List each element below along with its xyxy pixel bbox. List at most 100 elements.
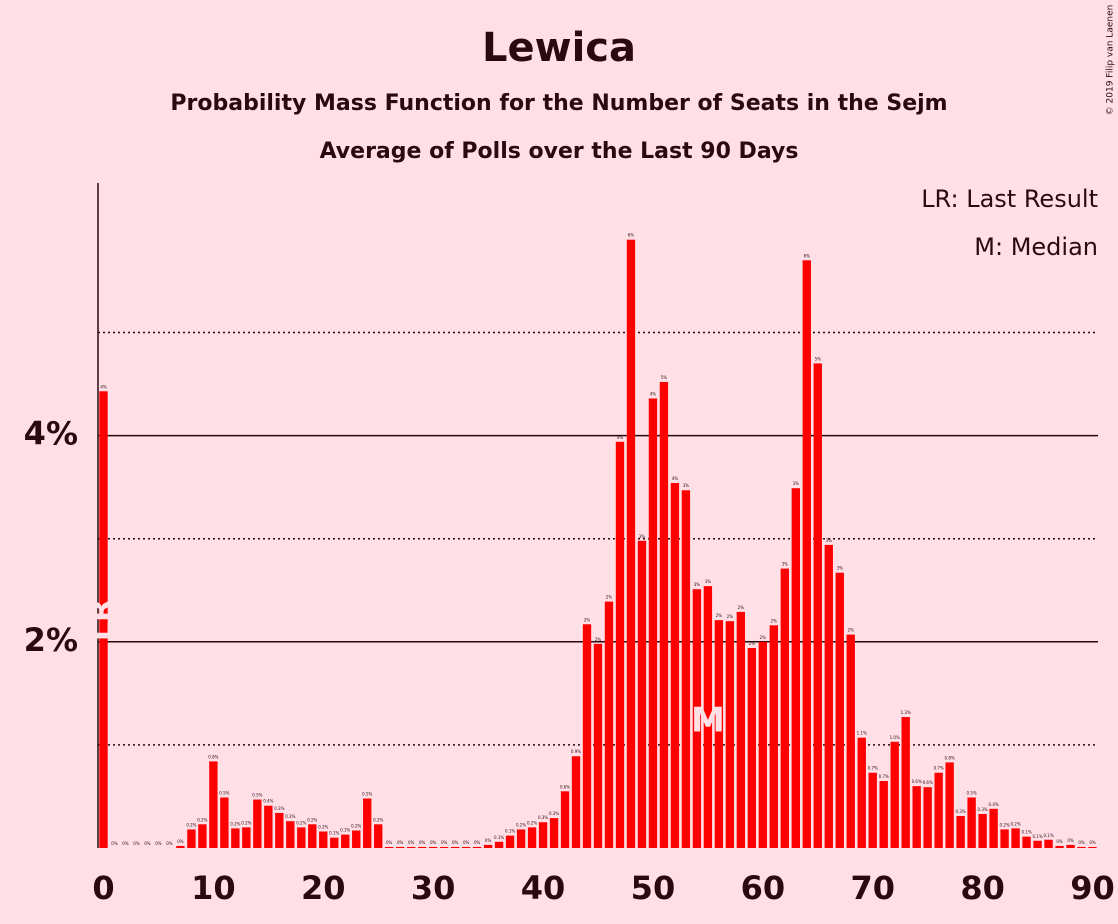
value-label: 0.2%: [186, 822, 196, 827]
bar: [857, 737, 866, 848]
bar: [802, 260, 811, 849]
value-label: 4%: [650, 391, 657, 396]
bar: [868, 772, 877, 848]
chart-subtitle: Probability Mass Function for the Number…: [170, 91, 947, 116]
bar: [549, 818, 559, 848]
value-label: 0.8%: [945, 755, 955, 760]
bar: [418, 846, 427, 848]
median-marker: M: [691, 701, 725, 741]
bar: [813, 363, 822, 848]
value-label: 2%: [738, 605, 745, 610]
bar: [989, 808, 998, 848]
value-label: 0.3%: [274, 806, 284, 811]
value-label: 0.2%: [516, 822, 526, 827]
value-label: 3%: [793, 481, 800, 486]
bar: [264, 805, 273, 848]
value-label: 2%: [606, 595, 613, 600]
bar: [1055, 845, 1064, 848]
bar: [352, 830, 361, 848]
bar: [209, 761, 218, 848]
x-tick-label: 20: [301, 869, 346, 907]
value-label: 2%: [595, 637, 602, 642]
x-tick-label: 10: [191, 869, 236, 907]
bar: [703, 586, 713, 848]
x-tick-label: 50: [631, 869, 676, 907]
bar: [396, 846, 405, 848]
value-label: 0.6%: [923, 780, 933, 785]
value-label: 3%: [782, 562, 789, 567]
x-tick-label: 40: [521, 869, 566, 907]
bar: [99, 391, 108, 848]
value-label: 0.3%: [956, 809, 966, 814]
legend-entry: M: Median: [974, 233, 1098, 261]
value-label: 0.3%: [978, 807, 988, 812]
bar: [286, 821, 295, 848]
value-label: 0%: [463, 840, 470, 845]
value-label: 0%: [144, 841, 151, 846]
bar: [901, 717, 910, 848]
value-label: 2%: [848, 628, 855, 633]
value-label: 0%: [1078, 840, 1085, 845]
bar: [967, 797, 976, 848]
bar: [407, 846, 416, 848]
value-label: 0%: [408, 840, 415, 845]
bar: [428, 846, 438, 848]
bar: [538, 822, 548, 848]
value-label: 1.1%: [857, 731, 867, 736]
bar: [747, 647, 757, 848]
value-label: 0%: [111, 841, 118, 846]
value-label: 0%: [177, 839, 184, 844]
value-label: 3%: [683, 483, 690, 488]
value-label: 0.2%: [296, 820, 306, 825]
bar: [692, 589, 702, 848]
value-label: 1.3%: [901, 710, 911, 715]
bar: [945, 762, 954, 848]
bar: [615, 441, 625, 848]
bar: [659, 381, 669, 848]
value-label: 0.5%: [219, 790, 229, 795]
bar: [319, 831, 328, 848]
bar: [758, 641, 768, 848]
value-label: 0%: [166, 841, 173, 846]
bar: [879, 780, 888, 848]
bar: [461, 846, 471, 848]
bar: [714, 620, 724, 848]
value-label: 0.2%: [307, 817, 317, 822]
value-label: 0.4%: [263, 799, 273, 804]
bar: [560, 791, 570, 848]
bar: [1044, 839, 1053, 848]
bar: [923, 787, 932, 848]
value-label: 0.2%: [373, 817, 383, 822]
value-label: 0.1%: [494, 835, 504, 840]
value-label: 0%: [430, 840, 437, 845]
value-label: 0.6%: [560, 784, 570, 789]
value-label: 0%: [155, 841, 162, 846]
value-label: 2%: [749, 641, 756, 646]
value-label: 0.2%: [1010, 821, 1020, 826]
value-label: 0%: [1089, 840, 1096, 845]
value-label: 0.1%: [1032, 834, 1042, 839]
value-label: 6%: [628, 233, 635, 238]
chart-title: Lewica: [482, 25, 636, 71]
y-tick-label: 4%: [24, 415, 78, 453]
value-label: 0.1%: [1021, 830, 1031, 835]
bar: [494, 841, 504, 848]
bar: [604, 601, 614, 848]
bar: [308, 824, 317, 848]
value-label: 0.2%: [197, 817, 207, 822]
value-label: 0%: [397, 840, 404, 845]
value-label: 0.5%: [252, 793, 262, 798]
value-label: 4%: [617, 435, 624, 440]
copyright: © 2019 Filip van Laenen: [1106, 5, 1116, 116]
value-label: 0.1%: [505, 829, 515, 834]
value-label: 0.2%: [1000, 822, 1010, 827]
value-label: 0.7%: [934, 766, 944, 771]
value-label: 0.9%: [571, 749, 581, 754]
value-label: 1.0%: [890, 735, 900, 740]
bar: [187, 829, 196, 848]
value-label: 0%: [441, 840, 448, 845]
bar: [1011, 828, 1020, 848]
x-tick-label: 60: [741, 869, 786, 907]
